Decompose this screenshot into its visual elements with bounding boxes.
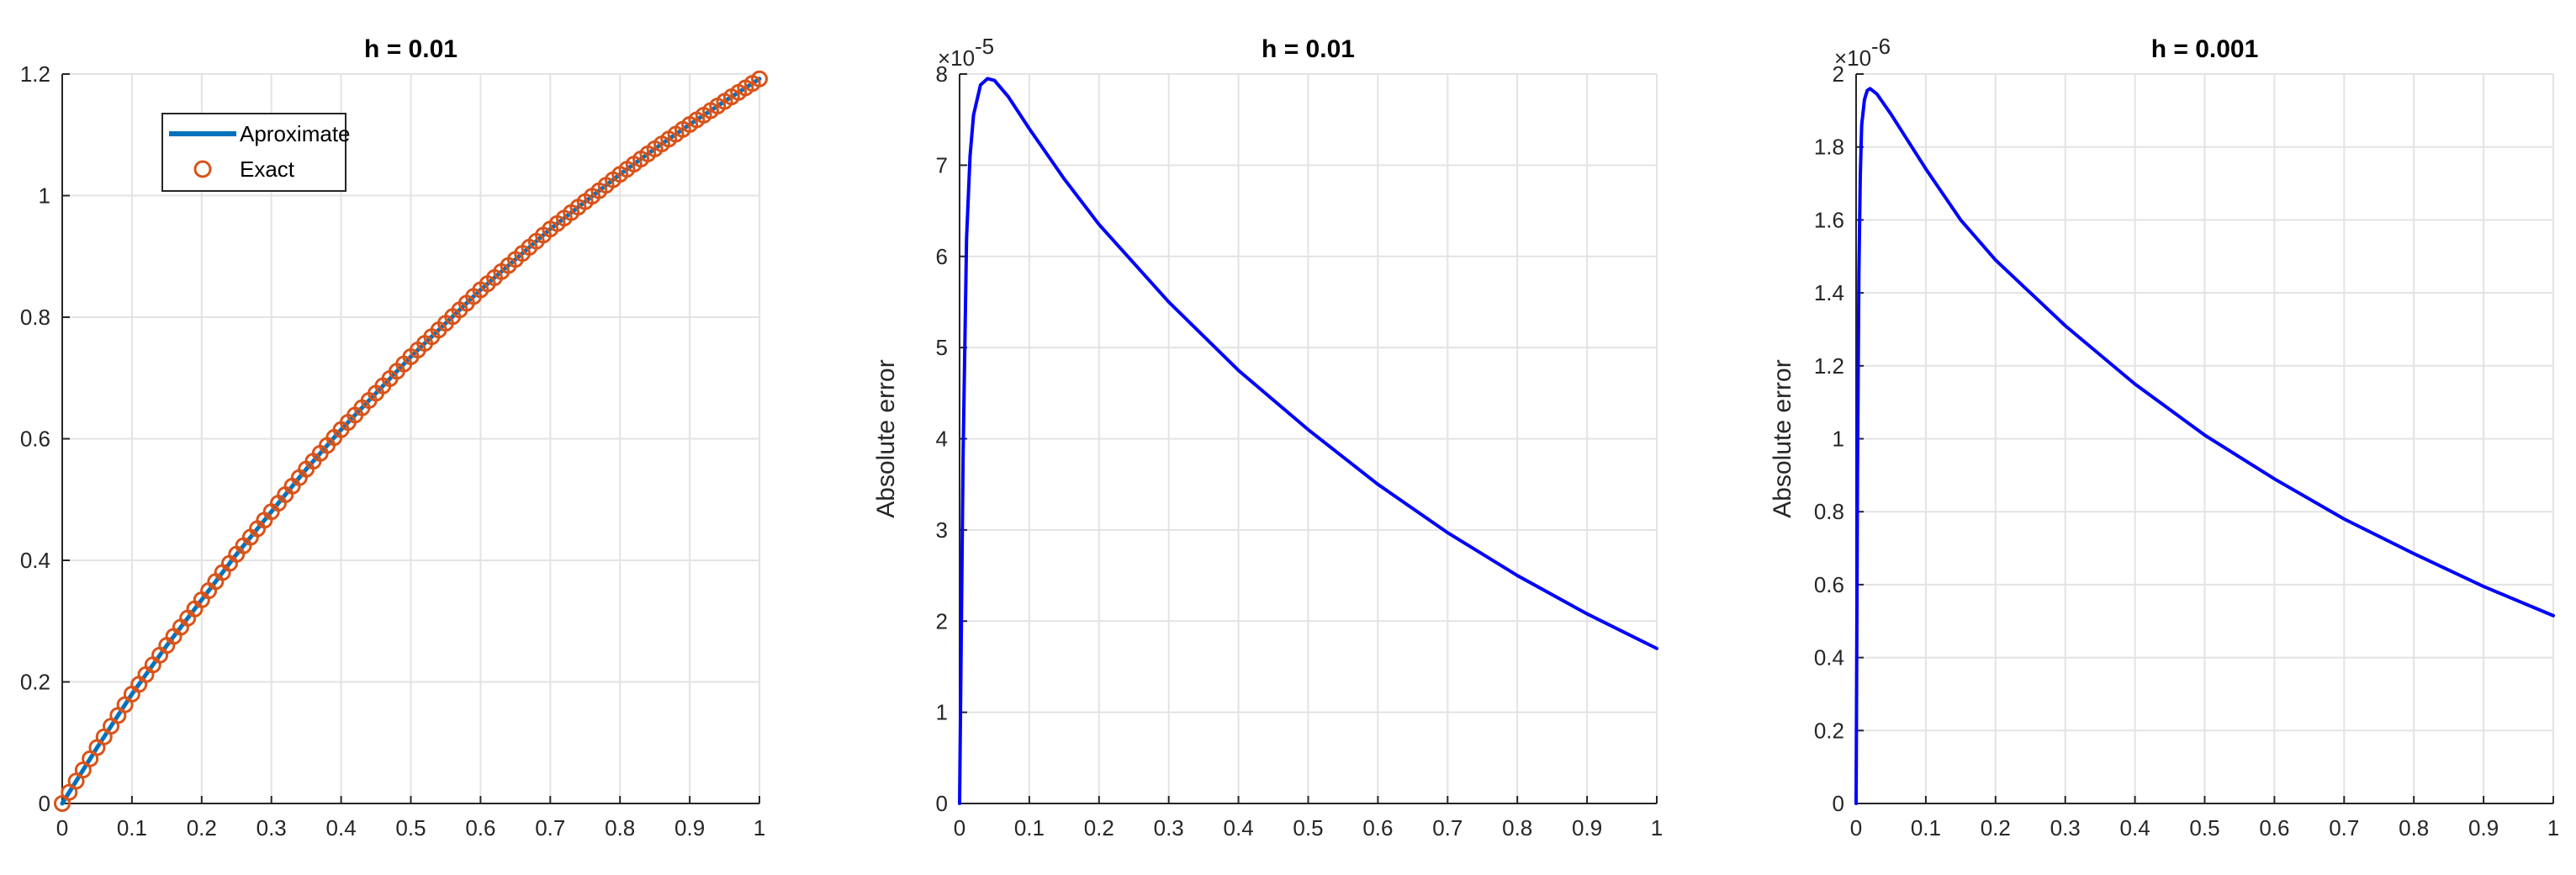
chart-2-x-tick-label-0: 0: [954, 815, 965, 841]
chart-1-y-tick-label-5: 1: [39, 183, 50, 209]
chart-3-y-tick-label-3: 0.6: [1814, 572, 1844, 597]
chart-2-y-tick-label-3: 3: [936, 517, 948, 543]
chart-1-legend: [161, 113, 346, 192]
chart-3-y-tick-label-7: 1.4: [1814, 280, 1844, 305]
chart-3-x-tick-label-10: 1: [2547, 815, 2559, 841]
chart-3-x-tick-label-3: 0.3: [2050, 815, 2081, 841]
chart-2-y-tick-label-6: 6: [936, 244, 948, 269]
chart-3-y-tick-label-6: 1.2: [1814, 353, 1844, 379]
chart-1: 0 0.1 0.2 0.3 0.4 0.5 0.6 0.7 0.8 0.9 1 0 0.2 0.4 0.6 0…: [20, 35, 768, 841]
chart-1-x-tick-label-0: 0: [56, 815, 68, 841]
chart-2-x-tick-label-9: 0.9: [1572, 815, 1602, 841]
chart-3-y-tick-label-4: 0.8: [1814, 499, 1844, 524]
chart-3-x-tick-label-9: 0.9: [2468, 815, 2499, 841]
chart-2-exponent: -5: [975, 34, 994, 59]
chart-2: 0 0.1 0.2 0.3 0.4 0.5 0.6 0.7 0.8 0.9 1 0 1 2 3 4 5 6 7 8 h …: [872, 34, 1663, 841]
chart-3-y-tick-label-0: 0: [1833, 791, 1844, 816]
chart-1-x-tick-label-9: 0.9: [674, 815, 705, 841]
chart-2-x-tick-label-5: 0.5: [1293, 815, 1323, 841]
chart-1-x-tick-label-5: 0.5: [395, 815, 426, 841]
chart-3-x-tick-label-7: 0.7: [2329, 815, 2359, 841]
chart-3-exponent: -6: [1871, 34, 1891, 59]
chart-3-y-tick-label-10: 2: [1833, 61, 1844, 87]
chart-2-x-tick-label-8: 0.8: [1502, 815, 1532, 841]
chart-2-x-tick-label-7: 0.7: [1432, 815, 1463, 841]
chart-3-x-tick-label-1: 0.1: [1911, 815, 1941, 841]
chart-3-y-tick-label-9: 1.8: [1814, 135, 1844, 160]
chart-3-y-tick-label-2: 0.4: [1814, 645, 1844, 671]
chart-1-x-tick-label-6: 0.6: [465, 815, 495, 841]
chart-1-y-tick-label-3: 0.6: [20, 427, 50, 452]
chart-3-x-tick-label-0: 0: [1850, 815, 1862, 841]
chart-3-y-tick-label-5: 1: [1833, 427, 1844, 452]
chart-3-x-tick-label-4: 0.4: [2120, 815, 2150, 841]
chart-1-title: h = 0.01: [364, 35, 458, 63]
chart-2-x-tick-label-3: 0.3: [1154, 815, 1184, 841]
chart-1-y-tick-label-4: 0.8: [20, 305, 50, 330]
chart-1-x-tick-label-8: 0.8: [605, 815, 635, 841]
chart-1-x-tick-label-3: 0.3: [257, 815, 287, 841]
chart-2-y-tick-label-0: 0: [936, 791, 948, 816]
chart-3: 0 0.1 0.2 0.3 0.4 0.5 0.6 0.7 0.8 0.9 1 0 0.2 0.4 0.6 0…: [1769, 34, 2559, 841]
chart-2-title: h = 0.01: [1262, 35, 1355, 63]
chart-2-y-tick-label-5: 5: [936, 335, 948, 360]
chart-2-x-tick-label-6: 0.6: [1362, 815, 1393, 841]
chart-2-x-tick-label-1: 0.1: [1014, 815, 1045, 841]
chart-2-y-tick-label-2: 2: [936, 608, 948, 634]
chart-1-legend-circle-icon: [193, 160, 212, 178]
chart-3-x-tick-label-6: 0.6: [2259, 815, 2289, 841]
chart-1-series-2-point-100: [751, 70, 768, 88]
chart-3-x-tick-label-8: 0.8: [2399, 815, 2429, 841]
chart-3-exponent-label: ×10: [1834, 45, 1871, 71]
chart-1-y-tick-label-1: 0.2: [20, 670, 50, 695]
chart-3-title: h = 0.001: [2151, 35, 2259, 63]
chart-1-x-tick-label-7: 0.7: [535, 815, 565, 841]
chart-2-x-tick-label-10: 1: [1651, 815, 1663, 841]
chart-3-series-1-line: [1854, 87, 2555, 805]
chart-2-x-tick-label-2: 0.2: [1084, 815, 1114, 841]
chart-1-x-tick-label-2: 0.2: [187, 815, 217, 841]
chart-1-x-tick-label-10: 1: [754, 815, 765, 841]
chart-1-legend-label-1: Aproximate: [240, 121, 351, 146]
chart-3-y-label: Absolute error: [1769, 359, 1796, 517]
chart-2-y-tick-label-1: 1: [936, 700, 948, 725]
chart-3-y-tick-label-8: 1.6: [1814, 207, 1844, 232]
chart-2-y-tick-label-8: 8: [936, 61, 948, 87]
chart-2-series-1-line: [958, 77, 1658, 805]
chart-1-x-tick-label-4: 0.4: [326, 815, 357, 841]
chart-1-x-tick-label-1: 0.1: [117, 815, 147, 841]
chart-2-exponent-label: ×10: [938, 45, 975, 71]
chart-3-y-tick-label-1: 0.2: [1814, 718, 1844, 743]
chart-3-x-tick-label-5: 0.5: [2189, 815, 2219, 841]
chart-1-y-tick-label-6: 1.2: [20, 61, 50, 87]
chart-2-x-tick-label-4: 0.4: [1224, 815, 1254, 841]
chart-2-y-tick-label-7: 7: [936, 152, 948, 178]
chart-1-y-tick-label-2: 0.4: [20, 548, 50, 573]
chart-1-y-tick-label-0: 0: [39, 791, 50, 816]
chart-2-y-tick-label-4: 4: [936, 427, 948, 452]
chart-2-y-label: Absolute error: [872, 359, 900, 517]
chart-1-legend-label-2: Exact: [240, 156, 295, 182]
chart-3-x-tick-label-2: 0.2: [1981, 815, 2011, 841]
